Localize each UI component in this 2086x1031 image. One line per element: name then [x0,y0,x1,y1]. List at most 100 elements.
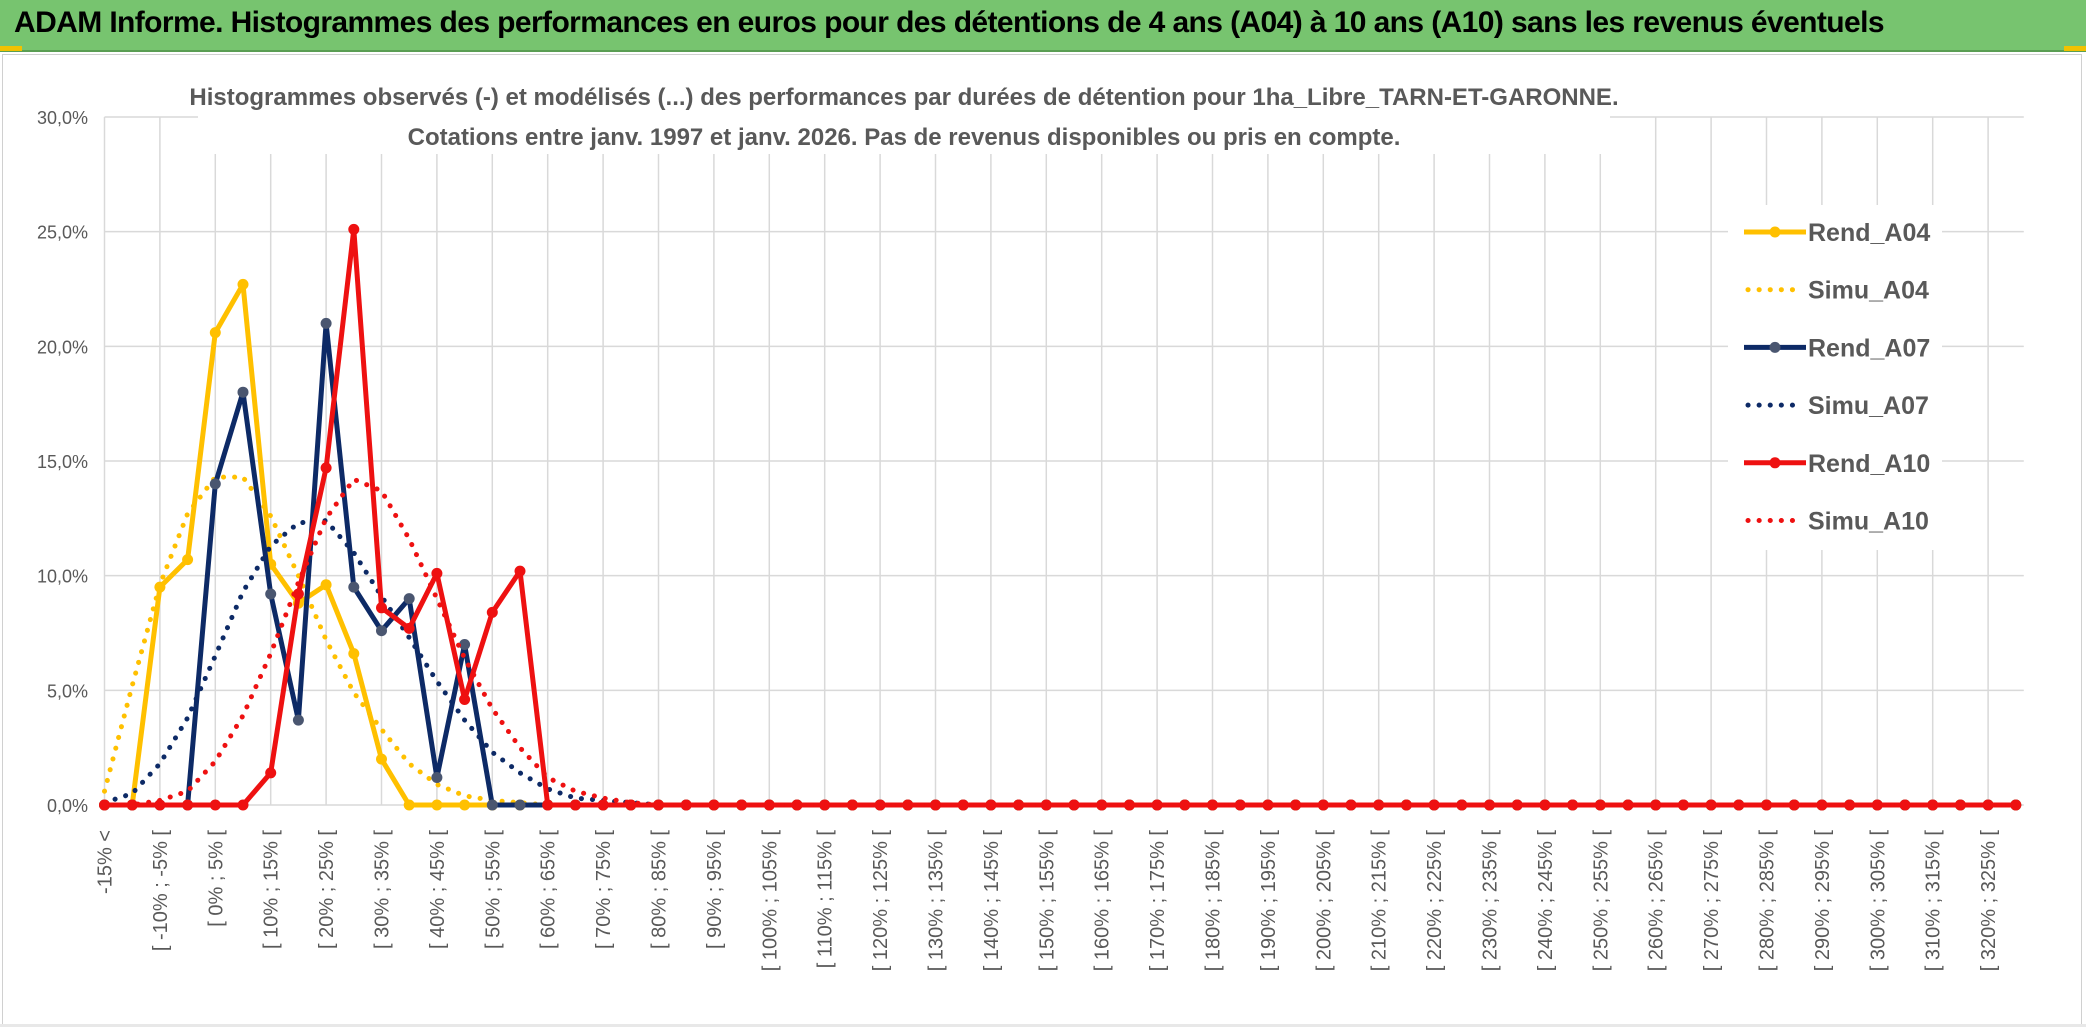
chart-title-background [198,78,1610,154]
x-tick-label: [ 170% ; 175% [ [1147,830,1169,972]
legend-label: Rend_A07 [1808,334,1930,362]
y-tick-label: 20,0% [37,337,88,357]
data-point [736,799,748,811]
x-tick-label: [ 90% ; 95% [ [704,830,726,949]
data-point [1428,799,1440,811]
data-point [1290,799,1302,811]
y-tick-label: 10,0% [37,567,88,587]
x-tick-label: [ 280% ; 285% [ [1757,830,1779,972]
report-banner: ADAM Informe. Histogrammes des performan… [0,0,2086,52]
legend-marker [1769,457,1781,469]
x-tick-label: [ 50% ; 55% [ [482,830,504,949]
data-point [1068,799,1080,811]
data-point [459,694,471,705]
data-point [1927,799,1939,811]
x-tick-label: [ 20% ; 25% [ [316,830,338,949]
legend-entry-rend-a07: Rend_A07 [1744,334,1930,362]
legend-label: Simu_A04 [1808,277,1929,305]
data-point [1262,799,1274,811]
data-point [265,588,277,600]
x-tick-label: [ 60% ; 65% [ [538,830,560,949]
data-point [514,799,526,811]
frame-bottom-edge [0,1024,2086,1027]
data-point [1151,799,1163,811]
chart-legend: Rend_A04 Simu_A04 Rend_A07 Simu_A07 Rend_A10… [1728,205,1942,550]
y-tick-label: 0,0% [47,796,88,816]
report-title: ADAM Informe. Histogrammes des performan… [14,6,1885,39]
x-tick-label: [ 150% ; 155% [ [1036,830,1058,972]
data-point [1650,799,1662,811]
data-point [237,386,249,398]
x-tick-label: [ 0% ; 5% [ [205,830,227,927]
x-tick-label: [ 30% ; 35% [ [372,830,394,949]
y-tick-label: 5,0% [47,681,88,701]
x-tick-label: [ 320% ; 325% [ [1978,830,2000,972]
data-point [1539,799,1551,811]
data-point [1207,799,1218,811]
legend-label: Simu_A10 [1808,508,1929,536]
data-point [1761,799,1772,811]
data-point [292,714,304,726]
data-point [348,648,360,660]
data-point [1234,799,1246,811]
x-tick-label: [ 200% ; 205% [ [1313,830,1335,972]
data-point [431,567,443,579]
y-tick-label: 25,0% [37,223,88,243]
data-point [1345,799,1357,811]
data-point [320,317,332,329]
x-tick-label: [ 260% ; 265% [ [1646,830,1668,972]
x-tick-label: [ 190% ; 195% [ [1258,830,1280,972]
legend-background [1728,205,1942,550]
line-simu-a07 [102,518,2019,808]
y-axis-labels: 0,0% 5,0% 10,0% 15,0% 20,0% 25,0% 30,0% [37,108,88,816]
x-tick-label: [ 100% ; 105% [ [759,830,781,972]
chart-subtitle: Cotations entre janv. 1997 et janv. 2026… [408,124,1401,151]
data-point [348,581,360,593]
x-tick-label: [ 310% ; 315% [ [1923,830,1945,972]
legend-entry-simu-a04: Simu_A04 [1745,277,1929,305]
plot-area [99,223,2022,811]
x-tick-label: [ 130% ; 135% [ [926,830,948,972]
data-point [292,588,304,600]
data-point [209,327,221,339]
data-point [1484,799,1495,811]
data-point [320,462,332,474]
data-point [403,799,415,811]
data-point [320,579,332,591]
data-point [1816,799,1828,811]
data-point [542,799,554,811]
data-point [902,799,914,811]
data-point [376,625,387,637]
legend-entry-simu-a07: Simu_A07 [1745,392,1929,420]
x-tick-label: [ 290% ; 295% [ [1812,830,1834,972]
data-point [182,554,194,566]
x-tick-label: [ 220% ; 225% [ [1424,830,1446,972]
series-simu-a07 [102,518,2019,808]
corner-accent-right [2064,46,2086,51]
x-tick-label: [ 180% ; 185% [ [1203,830,1225,972]
legend-label: Rend_A04 [1808,219,1930,247]
x-tick-label: [ 140% ; 145% [ [981,830,1003,972]
data-point [376,753,387,765]
data-point [680,799,692,811]
data-point [237,799,249,811]
data-point [1013,799,1025,811]
data-point [1982,799,1994,811]
data-point [431,799,443,811]
data-point [791,799,803,811]
corner-accent-left [0,46,22,51]
data-point [1179,799,1191,811]
data-point [126,799,138,811]
data-point [1373,799,1385,811]
x-tick-label: [ 10% ; 15% [ [261,830,283,949]
x-tick-label: -15% < [95,830,117,894]
x-tick-label: [ 230% ; 235% [ [1480,830,1502,972]
line-simu-a10 [102,476,2019,808]
data-point [957,799,969,811]
data-point [403,593,415,605]
y-tick-label: 15,0% [37,452,88,472]
x-tick-label: [ 160% ; 165% [ [1092,830,1114,972]
data-point [486,606,498,618]
data-point [846,799,858,811]
